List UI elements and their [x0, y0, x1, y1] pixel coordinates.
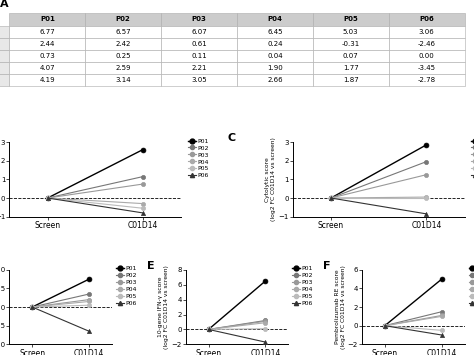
Y-axis label: 10-gene IFN-γ score
(log2 FC C01D14 vs screen): 10-gene IFN-γ score (log2 FC C01D14 vs s… [158, 265, 169, 349]
Y-axis label: Cytolytic score
(log2 FC C01D14 vs screen): Cytolytic score (log2 FC C01D14 vs scree… [265, 137, 276, 221]
Text: A: A [0, 0, 9, 9]
Legend: P01, P02, P03, P04, P05, P06: P01, P02, P03, P04, P05, P06 [188, 138, 209, 179]
Text: E: E [147, 261, 155, 271]
Legend: P01, P02, P03, P04, P05, P06: P01, P02, P03, P04, P05, P06 [469, 266, 474, 306]
Legend: P01, P02, P03, P04, P05, P06: P01, P02, P03, P04, P05, P06 [116, 266, 137, 306]
Text: C: C [228, 133, 236, 143]
Y-axis label: Pembrolizumab RE score
(log2 FC C01D14 vs screen): Pembrolizumab RE score (log2 FC C01D14 v… [335, 265, 346, 349]
Legend: P01, P02, P03, P04, P05, P06: P01, P02, P03, P04, P05, P06 [292, 266, 313, 306]
Legend: P01, P02, P03, P04, P05, P06: P01, P02, P03, P04, P05, P06 [471, 138, 474, 179]
Text: F: F [323, 261, 330, 271]
